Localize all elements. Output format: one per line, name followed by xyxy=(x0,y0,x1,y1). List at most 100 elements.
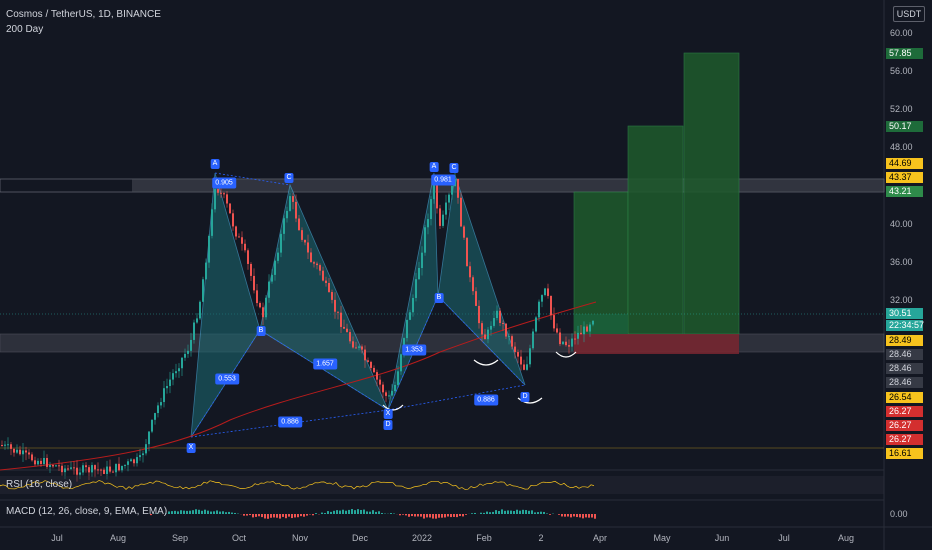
candle-body xyxy=(91,465,93,473)
candle-body xyxy=(358,346,360,348)
candle-body xyxy=(232,213,234,227)
price-tag-stop-1: 26.27 xyxy=(886,406,923,417)
currency-button[interactable]: USDT xyxy=(893,6,925,22)
ma-200-line xyxy=(0,301,597,471)
macd-bar xyxy=(255,514,257,517)
stop-loss-zone[interactable] xyxy=(574,334,739,354)
candle-body xyxy=(274,260,276,275)
candle-body xyxy=(484,334,486,340)
y-tick-32: 32.00 xyxy=(890,295,913,305)
candle-body xyxy=(325,280,327,284)
y-tick-60: 60.00 xyxy=(890,28,913,38)
macd-bar xyxy=(510,510,512,514)
candle-body xyxy=(376,372,378,380)
candle-body xyxy=(334,299,336,312)
macd-bar xyxy=(303,514,305,517)
pattern2-point-d: D xyxy=(520,392,530,402)
macd-bar xyxy=(444,514,446,518)
resistance-zone[interactable] xyxy=(132,179,884,192)
candle-body xyxy=(559,332,561,345)
candle-body xyxy=(409,312,411,320)
candle-body xyxy=(127,461,129,465)
macd-bar xyxy=(432,514,434,519)
ratio-label-0905: 0.905 xyxy=(212,177,236,189)
pattern2-point-c: C xyxy=(449,163,459,173)
candle-body xyxy=(400,354,402,372)
macd-bar xyxy=(210,511,212,514)
support-zone[interactable] xyxy=(0,333,885,353)
candle-body xyxy=(529,348,531,365)
candle-body xyxy=(7,444,9,446)
candle-body xyxy=(571,338,573,347)
candle-body xyxy=(97,469,99,471)
candle-body xyxy=(379,379,381,385)
chart-title: Cosmos / TetherUS, 1D, BINANCE xyxy=(6,9,161,20)
macd-bar xyxy=(213,511,215,514)
macd-bar xyxy=(189,510,191,514)
macd-bar xyxy=(540,511,542,514)
target-box-1[interactable] xyxy=(573,191,629,335)
candle-body xyxy=(514,346,516,353)
candle-body xyxy=(397,371,399,385)
x-tick-aug: Aug xyxy=(109,533,127,543)
candle-body xyxy=(166,385,168,389)
candle-body xyxy=(370,361,372,368)
price-tag-countdown: 22:34:57 xyxy=(886,320,924,331)
candle-body xyxy=(463,226,465,238)
macd-bar xyxy=(372,510,374,514)
candle-body xyxy=(280,233,282,253)
macd-bar xyxy=(246,514,248,516)
candle-body xyxy=(580,332,582,335)
candle-body xyxy=(385,392,387,396)
target-box-3[interactable] xyxy=(683,52,740,335)
macd-histogram xyxy=(150,509,596,519)
candle-body xyxy=(574,338,576,340)
macd-label[interactable]: MACD (12, 26, close, 9, EMA, EMA) xyxy=(6,506,168,517)
pattern2-point-x: X xyxy=(383,409,393,419)
candle-body xyxy=(226,194,228,204)
candle-body xyxy=(151,419,153,432)
macd-bar xyxy=(495,510,497,514)
candle-body xyxy=(103,469,105,474)
x-tick-2022: 2022 xyxy=(411,533,433,543)
macd-bar xyxy=(264,514,266,519)
macd-bar xyxy=(252,514,254,518)
y-tick-48: 48.00 xyxy=(890,142,913,152)
price-tag-16-61: 16.61 xyxy=(886,448,923,459)
candle-body xyxy=(295,201,297,219)
pattern1-point-c: C xyxy=(284,173,294,183)
macd-bar xyxy=(381,512,383,514)
candle-body xyxy=(184,353,186,358)
y-tick-40: 40.00 xyxy=(890,219,913,229)
target-box-2[interactable] xyxy=(627,125,684,335)
rsi-label[interactable]: RSI (16, close) xyxy=(6,479,73,490)
pattern1-bcd-triangle xyxy=(259,183,389,412)
candle-body xyxy=(319,265,321,271)
macd-bar xyxy=(408,514,410,517)
candle-body xyxy=(193,322,195,340)
candle-body xyxy=(301,230,303,240)
candle-body xyxy=(37,460,39,465)
pattern2-bcd-triangle xyxy=(437,174,526,386)
macd-bar xyxy=(294,514,296,518)
candle-body xyxy=(322,270,324,281)
price-tag-entry-3: 28.46 xyxy=(886,377,923,388)
candle-body xyxy=(31,454,33,461)
macd-bar xyxy=(405,514,407,516)
candle-body xyxy=(70,467,72,469)
candle-body xyxy=(61,465,63,473)
candle-body xyxy=(286,210,288,219)
candle-body xyxy=(412,297,414,313)
rsi-band xyxy=(0,476,884,494)
price-tag-resistance-high: 44.69 xyxy=(886,158,923,169)
candle-body xyxy=(457,178,459,198)
candle-body xyxy=(436,181,438,209)
macd-bar xyxy=(150,514,152,516)
x-tick-jun: Jun xyxy=(714,533,730,543)
candle-body xyxy=(490,325,492,330)
macd-bar xyxy=(564,514,566,517)
ratio-label-1657: 1.657 xyxy=(313,358,337,370)
macd-bar xyxy=(429,514,431,518)
macd-bar xyxy=(582,514,584,519)
